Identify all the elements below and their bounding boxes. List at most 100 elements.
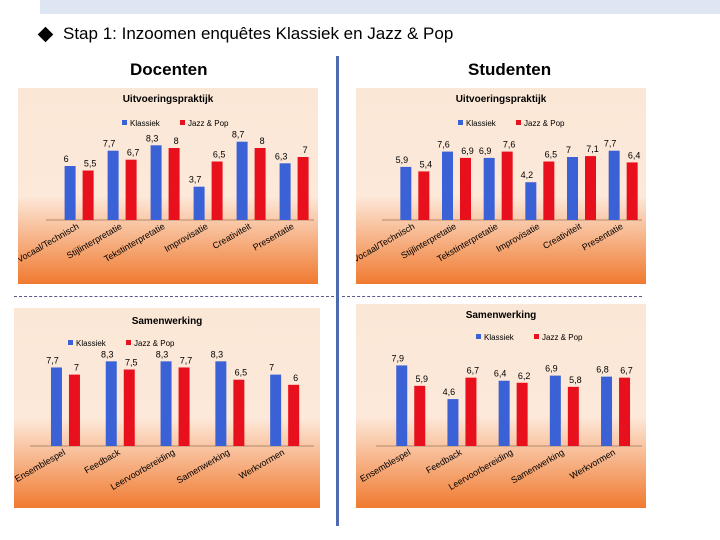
data-label: 4,2 [521,170,534,180]
top-accent-bar [40,0,720,14]
bar [160,361,172,446]
bar [567,157,578,220]
bar [150,145,162,220]
data-label: 5,9 [396,155,409,165]
legend-swatch [534,334,539,339]
data-label: 6,9 [479,146,492,156]
bar [233,379,245,446]
data-label: 6,4 [494,369,507,379]
data-label: 6,7 [620,366,633,376]
chart-title: Uitvoeringspraktijk [456,94,547,105]
data-label: 7,6 [437,140,450,150]
data-label: 8,3 [101,349,114,359]
legend-label: Jazz & Pop [542,333,583,342]
data-label: 6,3 [275,151,288,161]
bar [465,377,477,446]
data-label: 3,7 [189,175,202,185]
legend-swatch [126,340,131,345]
legend-label: Klassiek [130,119,161,128]
data-label: 5,8 [569,375,582,385]
bar [211,161,223,220]
legend-label: Jazz & Pop [524,119,565,128]
data-label: 6,4 [628,150,641,160]
data-label: 7,5 [125,358,138,368]
bar [516,382,528,446]
data-label: 5,9 [415,374,428,384]
bar [288,384,300,446]
bar [396,365,408,446]
data-label: 6,5 [235,368,248,378]
data-label: 4,6 [443,387,456,397]
legend-swatch [476,334,481,339]
legend-label: Klassiek [484,333,515,342]
bar [525,182,537,220]
bar [178,367,190,446]
bar [498,380,510,446]
data-label: 8,3 [211,349,224,359]
bar [215,361,227,446]
legend-label: Jazz & Pop [134,339,175,348]
studenten-samenwerking-chart: Samenwerking Klassiek Jazz & Pop 7,9 5,9 Ense… [356,304,646,508]
studenten-uitvoeringspraktijk-chart: Uitvoeringspraktijk Klassiek Jazz & Pop 5,9… [356,88,646,284]
data-label: 6,5 [213,150,226,160]
data-label: 8,3 [146,133,159,143]
bar [626,162,638,220]
data-label: 6,9 [461,146,474,156]
bar [585,156,596,220]
bar [123,369,135,446]
data-label: 7,7 [103,139,116,149]
bar [501,151,513,220]
legend-swatch [458,120,463,125]
bar [460,157,471,220]
data-label: 7 [303,145,308,155]
data-label: 6,5 [545,150,558,160]
legend-label: Jazz & Pop [188,119,229,128]
docenten-uitvoeringspraktijk-svg: Uitvoeringspraktijk Klassiek Jazz & Pop 6 5,… [18,88,318,284]
legend-swatch [180,120,185,125]
legend-label: Klassiek [76,339,107,348]
legend-swatch [122,120,127,125]
bar [608,150,620,220]
docenten-heading: Docenten [130,60,208,79]
bar [400,166,412,220]
bar [82,170,94,220]
docenten-samenwerking-chart: Samenwerking Klassiek Jazz & Pop 7,7 7 Ensemb… [14,308,320,508]
studenten-heading: Studenten [468,60,552,79]
chart-title: Samenwerking [132,316,203,327]
bar [414,385,426,446]
data-label: 7,7 [180,355,193,365]
bar [236,141,248,220]
bar [270,374,282,446]
bar [279,163,291,220]
chart-background [18,88,318,284]
bar [418,171,430,220]
data-label: 5,4 [420,159,433,169]
data-label: 6,8 [596,365,609,375]
chart-background [356,88,646,284]
chart-title: Uitvoeringspraktijk [123,94,214,105]
data-label: 7,9 [391,353,404,363]
legend-swatch [68,340,73,345]
bar [50,367,62,446]
data-label: 5,5 [84,159,97,169]
data-label: 6,2 [518,371,531,381]
bar [619,377,631,446]
bar [68,374,80,446]
slide-title-row: Stap 1: Inzoomen enquêtes Klassiek en Ja… [37,24,454,44]
bar [297,157,309,220]
bar [168,148,180,220]
slide-title: Stap 1: Inzoomen enquêtes Klassiek en Ja… [63,24,454,43]
chart-title: Samenwerking [466,310,537,321]
bar [254,148,266,220]
studenten-uitvoeringspraktijk-svg: Uitvoeringspraktijk Klassiek Jazz & Pop 5,9… [356,88,646,284]
column-divider [336,56,339,526]
data-label: 8,7 [232,130,245,140]
data-label: 7 [74,363,79,373]
docenten-uitvoeringspraktijk-chart: Uitvoeringspraktijk Klassiek Jazz & Pop 6 5,… [18,88,318,284]
legend-swatch [516,120,521,125]
data-label: 6,7 [127,148,140,158]
docenten-separator [14,296,334,297]
data-label: 8 [174,136,179,146]
